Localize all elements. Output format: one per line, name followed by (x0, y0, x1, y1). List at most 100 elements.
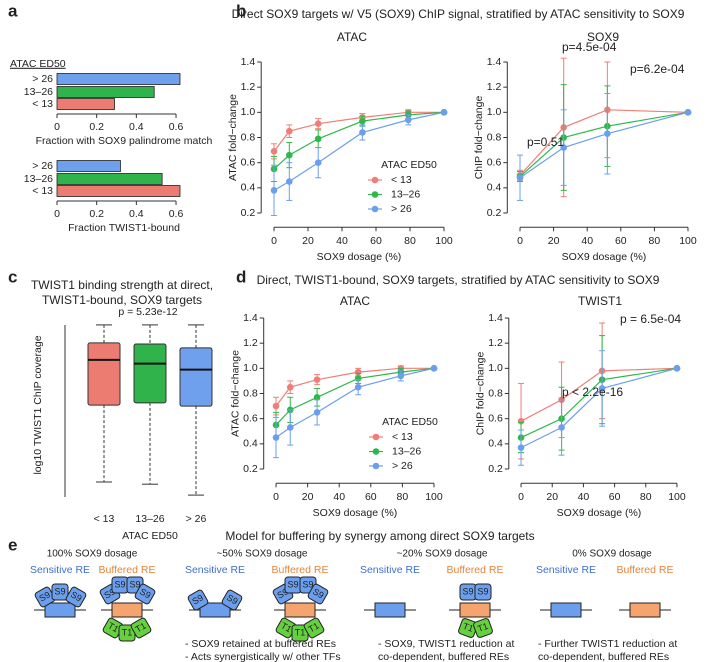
y-axis-label: ChIP fold−change (475, 352, 487, 436)
factor-label: S9 (287, 579, 298, 589)
factor (134, 583, 156, 605)
box (179, 347, 213, 407)
x-axis-label: ATAC ED50 (122, 530, 178, 542)
x-tick-label: 40 (336, 235, 348, 247)
y-tick-label: 1.4 (243, 312, 258, 324)
x-tick-label: 0 (54, 208, 60, 220)
factor-label: T1 (476, 621, 489, 634)
x-tick-label: 60 (615, 235, 627, 247)
y-tick-label: 1.0 (241, 106, 256, 118)
factor-label: S9 (69, 589, 84, 603)
y-tick-label: 1.2 (488, 337, 503, 349)
column-heading: 100% SOX9 dosage (47, 549, 138, 560)
factor-label: S9 (37, 589, 52, 603)
point (286, 383, 294, 391)
category-label: < 13 (32, 185, 53, 197)
x-tick-label: 0 (54, 121, 60, 133)
factor-label: S9 (225, 592, 240, 606)
x-tick-label: 0 (273, 491, 279, 503)
category-label: 13–26 (24, 173, 53, 185)
note: - SOX9 retained at buffered REs (185, 638, 336, 650)
x-tick-label: 60 (609, 491, 621, 503)
series-line (520, 367, 678, 449)
sensitive-label: Sensitive RE (30, 564, 90, 576)
point (286, 151, 293, 159)
factor-label: T1 (279, 620, 293, 634)
bar (56, 185, 181, 197)
series-line (519, 109, 689, 176)
factor-label: S9 (190, 592, 205, 606)
factor (303, 617, 325, 639)
buffered-label: Buffered RE (271, 564, 328, 576)
factor-label: T1 (462, 621, 475, 634)
point (560, 144, 567, 151)
box (87, 342, 121, 406)
x-tick-label: 0.4 (129, 121, 144, 133)
legend-title: ATAC ED50 (381, 159, 437, 171)
buffered-label: Buffered RE (98, 564, 155, 576)
y-tick-label: 1.2 (487, 81, 502, 93)
factor (473, 618, 493, 638)
y-tick-label: 0.6 (488, 412, 503, 424)
point (430, 365, 438, 372)
point (354, 383, 362, 391)
box (133, 343, 167, 404)
point (359, 117, 366, 125)
chart-title: TWIST1-bound, SOX9 targets (42, 293, 202, 307)
x-tick-label: 0.6 (169, 121, 184, 133)
annotation: p=6.2e-04 (630, 62, 685, 76)
bar (56, 98, 115, 110)
factor-label: S9 (462, 586, 473, 596)
factor (51, 583, 69, 601)
point (397, 372, 405, 380)
re (459, 602, 491, 618)
diagram-title: Model for buffering by synergy among dir… (225, 529, 534, 543)
re (199, 602, 231, 618)
point (558, 424, 565, 431)
category-label: > 26 (32, 160, 53, 172)
series-line (520, 367, 677, 422)
column-heading: ~50% SOX9 dosage (217, 549, 308, 560)
panel-label: e (8, 535, 17, 554)
point (313, 393, 321, 401)
x-tick-label: 100 (679, 235, 697, 247)
x-axis-label: SOX9 dosage (%) (313, 507, 398, 519)
legend-marker (372, 462, 380, 470)
point (313, 409, 321, 416)
category-label: > 26 (32, 73, 53, 85)
legend-label: < 13 (391, 174, 412, 186)
chart-title: TWIST1 binding strength at direct, (31, 278, 213, 292)
x-axis-label: SOX9 dosage (%) (562, 251, 647, 263)
series-line (273, 111, 445, 191)
x-axis-label: Fraction TWIST1-bound (68, 222, 180, 234)
x-tick-label: 0 (271, 235, 277, 247)
series-line (519, 111, 689, 179)
buffered-label: Buffered RE (616, 564, 673, 576)
x-tick-label: 0.4 (129, 208, 144, 220)
x-tick-label: 60 (370, 235, 382, 247)
factor-label: T1 (106, 620, 120, 634)
factor (221, 589, 243, 611)
point (272, 434, 280, 441)
chart-title: SOX9 (587, 30, 619, 44)
column-heading: 0% SOX9 dosage (572, 549, 652, 560)
point (604, 130, 611, 138)
x-tick-label: 80 (649, 235, 661, 247)
y-tick-label: 0.2 (487, 207, 502, 219)
x-tick-label: 100 (435, 235, 453, 247)
x-axis-label: Fraction with SOX9 palindrome match (36, 135, 213, 147)
x-tick-label: 20 (302, 491, 314, 503)
point (314, 135, 322, 143)
y-tick-label: 1.4 (241, 56, 256, 68)
legend-title: ATAC ED50 (382, 416, 438, 428)
buffered-label: Buffered RE (446, 564, 503, 576)
chart-title: ATAC (337, 30, 368, 44)
factor (307, 583, 329, 605)
point (359, 129, 366, 136)
legend-label: 13–26 (391, 188, 420, 200)
x-tick-label: 80 (397, 491, 409, 503)
note: co-dependent, buffered REs (538, 651, 669, 662)
category-label: 13–26 (24, 86, 53, 98)
note: co-dependent, buffered REs (378, 651, 509, 662)
